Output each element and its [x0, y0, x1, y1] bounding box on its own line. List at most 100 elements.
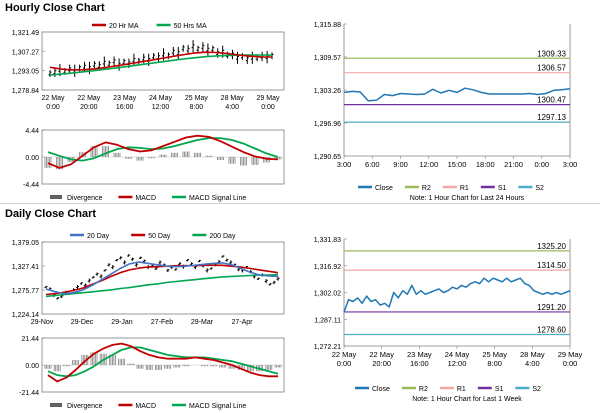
daily-close-x-tick-label: 23 May [407, 350, 432, 359]
daily-200day-ma-line [45, 273, 279, 298]
daily-macd-macd-line [47, 342, 278, 383]
section-divider [0, 203, 600, 204]
hourly-close-x-tick-label: 9:00 [393, 160, 408, 169]
daily-price-y-tick-label: 1,379.05 [12, 240, 39, 247]
hourly-macd-chart: 4.44 0.00 -4.44 Divergence MACD MACD Signal L… [23, 128, 285, 202]
hourly-close-y-tick-label: 1,296.96 [314, 121, 341, 128]
hourly-close-legend-label: S1 [498, 185, 507, 192]
hourly-close-legend-label: S2 [535, 185, 544, 192]
daily-close-close-line [343, 277, 571, 313]
hourly-price-legend-label: 50 Hrs MA [174, 23, 207, 30]
daily-macd-legend-swatch [50, 403, 62, 407]
hourly-macd-legend-label: MACD Signal Line [189, 195, 246, 202]
daily-close-x-tick-label: 0:00 [337, 359, 352, 368]
hourly-close-r1-label: 1306.57 [537, 64, 566, 73]
daily-close-x-tick-label: 20:00 [372, 359, 391, 368]
daily-close-x-tick-label: 24 May [445, 350, 470, 359]
hourly-price-x-tick-label: 12:00 [152, 104, 170, 111]
daily-macd-legend-label: MACD Signal Line [189, 403, 246, 410]
hourly-price-x-tick-label: 16:00 [116, 104, 134, 111]
daily-price-legend-label: 200 Day [209, 233, 236, 240]
daily-20day-ma-line [45, 261, 279, 295]
daily-macd-y-tick-label: -21.44 [19, 390, 39, 397]
daily-close-x-tick-label: 0:00 [563, 359, 578, 368]
hourly-close-y-tick-label: 1,290.65 [314, 154, 341, 161]
hourly-close-x-tick-label: 21:00 [504, 160, 523, 169]
hourly-close-note: Note: 1 Hour Chart for Last 24 Hours [410, 195, 525, 202]
daily-close-legend-label: R1 [457, 386, 466, 393]
hourly-price-x-tick-label: 28 May [221, 95, 244, 102]
hourly-macd-legend-label: MACD [135, 195, 156, 202]
hourly-close-s1-label: 1300.47 [537, 96, 566, 105]
hourly-close-x-tick-label: 15:00 [448, 160, 467, 169]
daily-macd-legend-label: Divergence [67, 403, 103, 410]
daily-price-x-tick-label: 27-Feb [151, 319, 173, 326]
daily-close-r2-label: 1325.20 [537, 242, 566, 251]
daily-macd-chart: 21.44 0.00 -21.44 Divergence MACD MACD Signal… [19, 336, 285, 410]
hourly-price-x-tick-label: 22 May [77, 95, 100, 102]
daily-close-y-tick-label: 1,316.92 [314, 264, 341, 271]
hourly-close-y-tick-label: 1,303.26 [314, 88, 341, 95]
daily-price-frame [41, 241, 285, 315]
hourly-close-x-tick-label: 0:00 [534, 160, 549, 169]
daily-close-y-tick-label: 1,272.21 [314, 344, 341, 351]
daily-macd-y-tick-label: 21.44 [21, 336, 39, 343]
daily-price-x-tick-label: 29-Mar [191, 319, 214, 326]
hourly-close-legend-label: R2 [422, 185, 431, 192]
hourly-price-x-tick-label: 0:00 [46, 104, 60, 111]
daily-close-x-tick-label: 28 May [520, 350, 545, 359]
hourly-macd-signal-line [47, 137, 279, 162]
hourly-close-s2-label: 1297.13 [537, 113, 566, 122]
hourly-price-y-tick-label: 1,278.84 [12, 88, 39, 95]
daily-close-r1-label: 1314.50 [537, 261, 566, 270]
daily-close-x-tick-label: 8:00 [487, 359, 502, 368]
hourly-price-y-tick-label: 1,307.27 [12, 49, 39, 56]
hourly-macd-macd-line [47, 134, 279, 169]
hourly-price-x-tick-label: 22 May [42, 95, 65, 102]
daily-close-x-tick-label: 29 May [558, 350, 583, 359]
daily-close-x-tick-label: 25 May [482, 350, 507, 359]
hourly-close-x-tick-label: 3:00 [337, 160, 352, 169]
daily-close-x-tick-label: 4:00 [525, 359, 540, 368]
daily-close-legend-label: S2 [532, 386, 541, 393]
hourly-close-legend-label: Close [375, 185, 393, 192]
daily-close-x-tick-label: 12:00 [448, 359, 467, 368]
hourly-price-x-tick-label: 25 May [185, 95, 208, 102]
daily-macd-signal-line [47, 346, 279, 378]
hourly-close-y-tick-label: 1,315.88 [314, 22, 341, 29]
hourly-close-r2-label: 1309.33 [537, 49, 566, 58]
daily-section-title: Daily Close Chart [5, 208, 97, 220]
hourly-macd-y-tick-label: 0.00 [25, 155, 39, 162]
daily-price-x-tick-label: 27-Apr [231, 319, 253, 326]
hourly-close-x-tick-label: 3:00 [563, 160, 578, 169]
daily-close-y-tick-label: 1,331.83 [314, 237, 341, 244]
hourly-close-legend-label: R1 [460, 185, 469, 192]
daily-price-x-tick-label: 29-Jan [111, 319, 133, 326]
daily-50day-ma-line [45, 264, 279, 296]
daily-close-legend-label: R2 [419, 386, 428, 393]
daily-price-y-tick-label: 1,327.41 [12, 264, 39, 271]
hourly-close-x-tick-label: 6:00 [365, 160, 380, 169]
daily-close-s1-label: 1291.20 [537, 303, 566, 312]
hourly-close-y-tick-label: 1,309.57 [314, 55, 341, 62]
hourly-price-y-tick-label: 1,321.49 [12, 30, 39, 37]
hourly-macd-y-tick-label: -4.44 [23, 182, 39, 189]
hourly-close-close-line [343, 87, 571, 102]
daily-price-y-tick-label: 1,275.77 [12, 288, 39, 295]
daily-price-legend-label: 50 Day [148, 233, 171, 240]
hourly-price-x-tick-label: 29 May [257, 95, 280, 102]
daily-close-chart: 1,331.83 1,316.92 1,302.02 1,287.11 1,272.21… [314, 237, 583, 403]
hourly-close-x-tick-label: 12:00 [419, 160, 438, 169]
daily-macd-y-tick-label: 0.00 [25, 363, 39, 370]
hourly-price-x-tick-label: 4:00 [225, 104, 239, 111]
daily-close-legend-label: Close [372, 386, 390, 393]
hourly-price-x-tick-label: 0:00 [261, 104, 275, 111]
hourly-macd-legend-label: Divergence [67, 195, 103, 202]
daily-close-legend-label: S1 [495, 386, 504, 393]
hourly-macd-legend-swatch [50, 195, 62, 199]
daily-close-y-tick-label: 1,287.11 [314, 317, 341, 324]
hourly-price-x-tick-label: 8:00 [190, 104, 204, 111]
daily-macd-legend-label: MACD [135, 403, 156, 410]
daily-price-x-tick-label: 29-Dec [71, 319, 94, 326]
